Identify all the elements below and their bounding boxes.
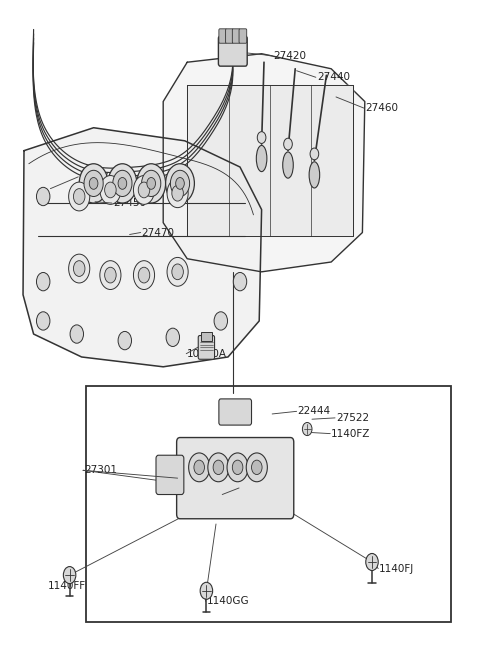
Polygon shape	[187, 85, 353, 236]
Circle shape	[73, 261, 85, 276]
FancyBboxPatch shape	[226, 29, 233, 43]
Circle shape	[133, 261, 155, 290]
Circle shape	[73, 189, 85, 204]
FancyBboxPatch shape	[219, 29, 227, 43]
FancyBboxPatch shape	[232, 29, 240, 43]
Circle shape	[69, 254, 90, 283]
Circle shape	[366, 553, 378, 571]
Circle shape	[200, 582, 213, 599]
Circle shape	[70, 325, 84, 343]
Circle shape	[167, 257, 188, 286]
Circle shape	[213, 460, 224, 474]
Circle shape	[36, 312, 50, 330]
Circle shape	[284, 138, 292, 150]
Text: 1140GG: 1140GG	[206, 596, 249, 607]
Circle shape	[108, 164, 137, 203]
Circle shape	[100, 176, 121, 204]
Circle shape	[138, 182, 150, 198]
Text: 22444: 22444	[298, 406, 331, 417]
Text: 27440: 27440	[317, 72, 350, 83]
Circle shape	[302, 422, 312, 436]
Circle shape	[227, 453, 248, 482]
Circle shape	[147, 178, 156, 189]
Circle shape	[105, 182, 116, 198]
Ellipse shape	[309, 162, 320, 188]
Circle shape	[232, 460, 243, 474]
Text: 27367: 27367	[240, 483, 273, 493]
Circle shape	[118, 331, 132, 350]
Circle shape	[36, 187, 50, 206]
Circle shape	[118, 178, 127, 189]
Circle shape	[69, 182, 90, 211]
Ellipse shape	[256, 145, 267, 172]
Text: 1140FJ: 1140FJ	[379, 563, 414, 574]
Circle shape	[172, 185, 183, 201]
Circle shape	[214, 312, 228, 330]
Text: 27430: 27430	[79, 172, 112, 182]
FancyBboxPatch shape	[219, 399, 252, 425]
Circle shape	[89, 178, 98, 189]
FancyBboxPatch shape	[218, 36, 247, 66]
Circle shape	[137, 164, 166, 203]
Text: 27450: 27450	[113, 198, 146, 208]
Ellipse shape	[283, 152, 293, 178]
Polygon shape	[163, 54, 365, 272]
FancyBboxPatch shape	[156, 455, 184, 495]
Circle shape	[166, 328, 180, 346]
Polygon shape	[23, 128, 262, 367]
Bar	[201, 332, 212, 341]
Circle shape	[172, 264, 183, 280]
Circle shape	[133, 176, 155, 204]
Text: 1140FF: 1140FF	[48, 581, 86, 591]
Circle shape	[246, 453, 267, 482]
Circle shape	[105, 267, 116, 283]
Text: 27420: 27420	[274, 50, 307, 61]
Circle shape	[189, 453, 210, 482]
FancyBboxPatch shape	[177, 438, 294, 519]
FancyBboxPatch shape	[198, 335, 215, 359]
Circle shape	[138, 267, 150, 283]
Circle shape	[84, 170, 103, 196]
Text: 1140FZ: 1140FZ	[331, 428, 371, 439]
Circle shape	[176, 178, 184, 189]
Circle shape	[257, 132, 266, 143]
Text: 10930A: 10930A	[187, 348, 227, 359]
Text: 27522: 27522	[336, 413, 369, 423]
Circle shape	[113, 170, 132, 196]
Circle shape	[166, 164, 194, 203]
Bar	[86, 386, 451, 622]
Circle shape	[100, 261, 121, 290]
Text: 27460: 27460	[365, 103, 398, 113]
Circle shape	[194, 460, 204, 474]
Circle shape	[233, 272, 247, 291]
Circle shape	[79, 164, 108, 203]
Circle shape	[142, 170, 161, 196]
Circle shape	[167, 179, 188, 208]
Circle shape	[170, 170, 190, 196]
Text: 27470: 27470	[142, 227, 175, 238]
Text: 27301: 27301	[84, 465, 117, 476]
Circle shape	[36, 272, 50, 291]
Circle shape	[252, 460, 262, 474]
Circle shape	[310, 148, 319, 160]
FancyBboxPatch shape	[239, 29, 247, 43]
Circle shape	[208, 453, 229, 482]
Circle shape	[63, 567, 76, 584]
